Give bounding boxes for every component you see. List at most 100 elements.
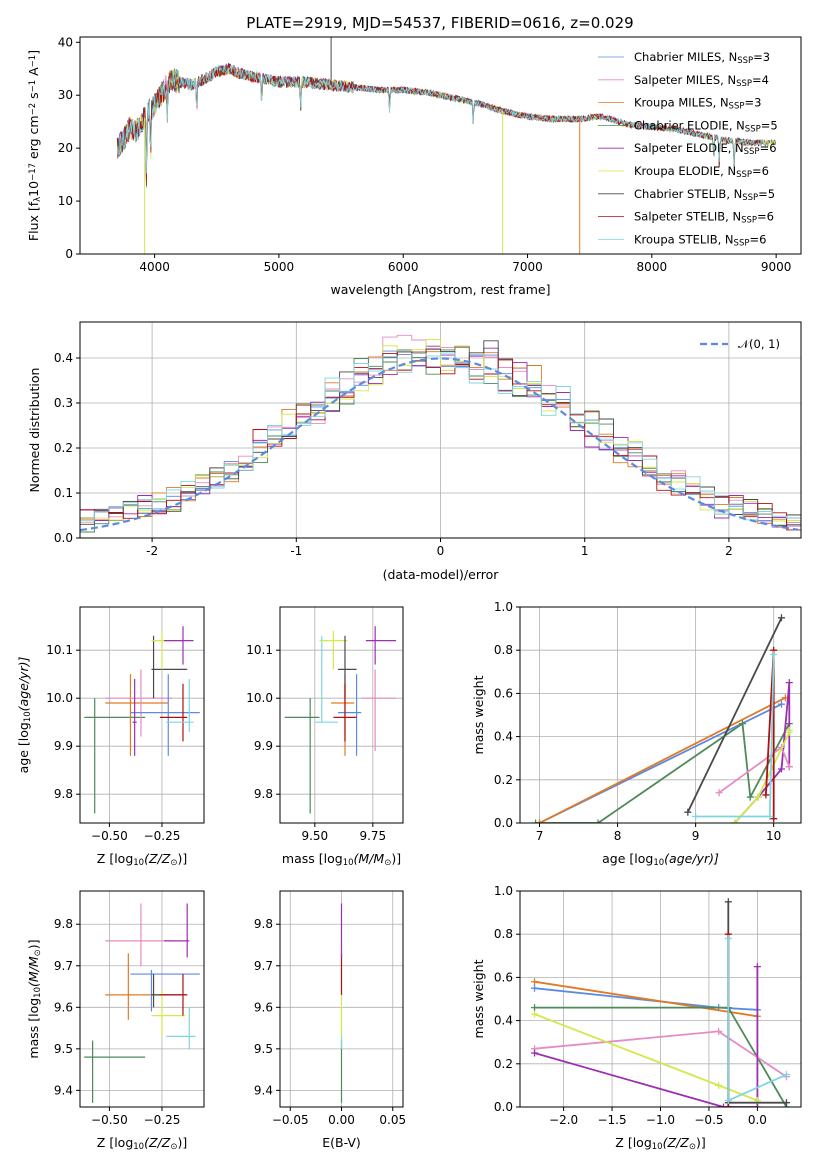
mass-vs-ebv-xlabel: E(B-V) — [322, 1135, 361, 1150]
histogram-chabrier-stelib — [80, 340, 801, 527]
weight-vs-age-xtick-label: 7 — [536, 829, 544, 843]
weight-vs-age-line — [686, 617, 783, 813]
weight-vs-age-xlabel: age [log10(age/yr)] — [602, 851, 719, 868]
mass-vs-ebv-ytick-label: 9.7 — [254, 959, 273, 973]
spectrum-line-kroupa-stelib — [116, 64, 764, 174]
mass-vs-z-xtick-label: −0.50 — [91, 1113, 128, 1127]
spectrum-xtick-label: 8000 — [637, 260, 668, 274]
weight-vs-z-marker — [724, 1097, 732, 1105]
mass-vs-z-xtick-label: −0.25 — [144, 1113, 181, 1127]
weight-vs-z-line — [534, 1013, 758, 1102]
gauss-legend-label: 𝒩(0, 1) — [738, 337, 780, 351]
weight-vs-age-xtick-label: 8 — [614, 829, 622, 843]
age-vs-mass-xtick-label: 9.75 — [359, 829, 386, 843]
weight-vs-age-ytick-label: 0.0 — [494, 816, 513, 830]
spectrum-ytick-label: 40 — [58, 35, 73, 49]
weight-vs-z-marker — [719, 1103, 727, 1107]
age-vs-mass-ytick-label: 10.1 — [246, 643, 273, 657]
age-vs-mass-ytick-label: 9.9 — [254, 739, 273, 753]
weight-vs-age-marker — [770, 651, 778, 659]
age-vs-z — [80, 607, 204, 823]
mass-vs-z-xlabel: Z [log10(Z/Z⊙)] — [97, 1135, 187, 1152]
histogram-kroupa-stelib — [80, 352, 801, 532]
age-vs-mass-ytick-label: 9.8 — [254, 787, 273, 801]
weight-vs-z-marker — [782, 1071, 790, 1079]
weight-vs-z — [520, 891, 801, 1107]
weight-vs-age-line — [539, 696, 786, 823]
weight-vs-z-ytick-label: 0.0 — [494, 1100, 513, 1114]
weight-vs-z-marker — [715, 1081, 723, 1089]
residual-xtick-label: -2 — [146, 544, 158, 558]
weight-vs-age-marker — [766, 813, 774, 821]
mass-vs-ebv-ytick-label: 9.5 — [254, 1042, 273, 1056]
spectrum-plot-frame — [79, 36, 802, 255]
mass-vs-ebv-xtick-label: −0.05 — [272, 1113, 309, 1127]
residual-ytick-label: 0.3 — [54, 396, 73, 410]
weight-vs-z-xtick-label: 0.0 — [748, 1113, 767, 1127]
weight-vs-z-marker — [531, 1049, 539, 1057]
weight-vs-age-xtick-label: 9 — [692, 829, 700, 843]
residual-xlabel: (data-model)/error — [383, 567, 500, 582]
weight-vs-z-xtick-label: −0.5 — [694, 1113, 723, 1127]
weight-vs-age-marker — [770, 815, 778, 823]
weight-vs-age-xtick-label: 10 — [766, 829, 781, 843]
spectrum-xtick-label: 9000 — [761, 260, 792, 274]
weight-vs-age-marker — [777, 614, 785, 622]
weight-vs-age-marker — [594, 819, 602, 823]
weight-vs-age-marker — [777, 765, 785, 773]
weight-vs-z-marker — [753, 963, 761, 971]
residual-xtick-label: 1 — [581, 544, 589, 558]
weight-vs-z-ytick-label: 0.8 — [494, 927, 513, 941]
weight-vs-z-marker — [531, 1010, 539, 1018]
residual-xtick-label: 0 — [437, 544, 445, 558]
weight-vs-z-ytick-label: 1.0 — [494, 884, 513, 898]
spectrum-line-salpeter-stelib — [116, 63, 764, 186]
weight-vs-age-marker — [684, 808, 692, 816]
mass-vs-ebv-ytick-label: 9.8 — [254, 917, 273, 931]
age-vs-z-ytick-label: 10.0 — [46, 691, 73, 705]
spectrum-xtick-label: 5000 — [264, 260, 295, 274]
weight-vs-z-marker — [531, 1004, 539, 1012]
residual-ytick-label: 0.2 — [54, 441, 73, 455]
weight-vs-age-ytick-label: 0.6 — [494, 686, 513, 700]
weight-vs-z-marker — [753, 1103, 761, 1107]
age-vs-mass — [280, 607, 403, 823]
weight-vs-z-marker — [782, 1099, 790, 1107]
weight-vs-age-ytick-label: 0.2 — [494, 773, 513, 787]
weight-vs-z-marker — [724, 935, 732, 943]
weight-vs-z-ytick-label: 0.2 — [494, 1057, 513, 1071]
legend-entry: Chabrier STELIB, NSSP=5 — [634, 187, 775, 203]
mass-vs-z-ylabel: mass [log10(M/M⊙)] — [26, 939, 43, 1058]
spectrum-xtick-label: 7000 — [512, 260, 543, 274]
weight-vs-z-line — [534, 980, 758, 1018]
age-vs-z-xtick-label: −0.50 — [91, 829, 128, 843]
spectrum-ytick-label: 20 — [58, 141, 73, 155]
weight-vs-z-xlabel: Z [log10(Z/Z⊙)] — [615, 1135, 705, 1152]
weight-vs-age-marker — [715, 789, 723, 797]
weight-vs-age-marker — [777, 700, 785, 708]
weight-vs-age-marker — [738, 720, 746, 728]
mass-vs-ebv-xtick-label: 0.05 — [379, 1113, 406, 1127]
mass-vs-ebv — [280, 891, 403, 1107]
weight-vs-age-marker — [785, 763, 793, 771]
mass-vs-z-ytick-label: 9.8 — [54, 917, 73, 931]
weight-vs-age-frame — [519, 606, 802, 824]
weight-vs-age-ytick-label: 0.8 — [494, 643, 513, 657]
weight-vs-age-marker — [536, 819, 544, 823]
legend-entry: Salpeter MILES, NSSP=4 — [634, 73, 769, 89]
mass-vs-z-ytick-label: 9.6 — [54, 1000, 73, 1014]
legend-entry: Chabrier MILES, NSSP=3 — [634, 50, 770, 66]
figure-title: PLATE=2919, MJD=54537, FIBERID=0616, z=0… — [246, 14, 633, 32]
spectrum-ytick-label: 10 — [58, 194, 73, 208]
weight-vs-age-marker — [746, 793, 754, 801]
weight-vs-z-marker — [531, 984, 539, 992]
age-vs-mass-ytick-label: 10.0 — [246, 691, 273, 705]
age-vs-z-frame — [79, 606, 205, 824]
legend-entry: Kroupa ELODIE, NSSP=6 — [634, 164, 769, 180]
spectrum-ytick-label: 30 — [58, 88, 73, 102]
weight-vs-age-ytick-label: 0.4 — [494, 730, 513, 744]
age-vs-z-xlabel: Z [log10(Z/Z⊙)] — [97, 851, 187, 868]
legend-entry: Kroupa MILES, NSSP=3 — [634, 96, 761, 112]
